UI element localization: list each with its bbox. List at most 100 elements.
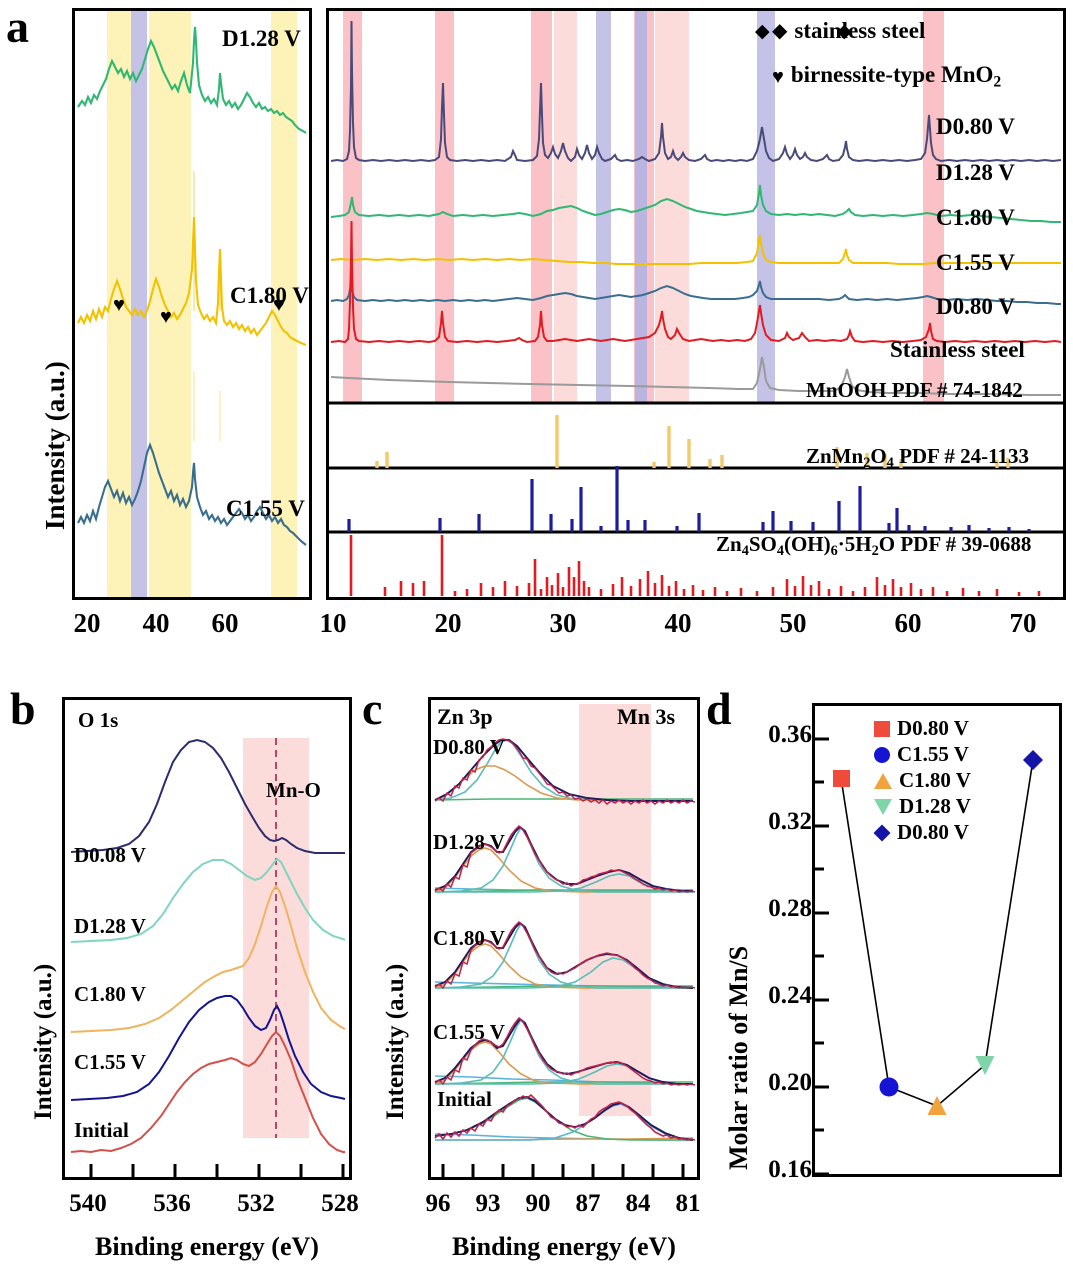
panel-a-main-svg: ◆ ◆ <box>329 11 1063 596</box>
panel-c-ylabel: Intensity (a.u.) <box>382 963 409 1120</box>
panel-d-letter: d <box>706 683 732 734</box>
legend-label-birnessite: birnessite-type MnO2 <box>790 62 1002 91</box>
circle-marker-icon <box>874 746 890 763</box>
panel-c-c180-green <box>434 985 693 989</box>
xrd-xtick-50: 50 <box>779 608 807 638</box>
triangle-up-marker-icon <box>874 772 892 789</box>
band-purple-1 <box>596 11 611 403</box>
panel-a-inset-plot: ♥ ♥ ♥ <box>72 8 312 600</box>
panel-d-ylabel: Molar ratio of Mn/S <box>724 945 753 1170</box>
panel-d-marker-diamond <box>1023 750 1043 770</box>
xrd-label-c155: C1.55 V <box>936 250 1015 275</box>
diamond-marker-icon <box>873 824 891 841</box>
panel-b-xlabel: Binding energy (eV) <box>95 1232 319 1261</box>
diamond-icon: ◆ <box>772 20 788 42</box>
panel-c-row-d128 <box>434 824 696 893</box>
panel-b-curve-c180 <box>70 884 346 1033</box>
xrd-xtick-60: 60 <box>894 608 922 638</box>
panel-b-xtick-536: 536 <box>153 1190 191 1217</box>
pdf-sticks-mnooh <box>375 415 1010 468</box>
panel-d-legend-label-4: D0.80 V <box>897 820 969 844</box>
xrd-label-c180: C1.80 V <box>936 205 1015 230</box>
panel-d-legend-item-3: D1.28 V <box>874 794 971 819</box>
xrd-xtick-10: 10 <box>319 608 347 638</box>
legend-item-stainless-steel: ◆ stainless steel <box>772 18 1001 44</box>
pdf-label-mnooh: MnOOH PDF # 74-1842 <box>806 378 1023 402</box>
panel-c-row-initial <box>434 1093 696 1141</box>
panel-b-ylabel: Intensity (a.u.) <box>30 963 57 1120</box>
panel-c-xtick-96: 96 <box>425 1190 451 1217</box>
xrd-xtick-70: 70 <box>1009 608 1037 638</box>
panel-c-xtick-81: 81 <box>675 1190 701 1217</box>
inset-curve-c180 <box>77 216 307 346</box>
xrd-xtick-20: 20 <box>434 608 462 638</box>
panel-d-marker-circle <box>879 1077 899 1097</box>
xrd-label-d128: D1.28 V <box>936 160 1015 185</box>
heart-marker-3: ♥ <box>273 294 285 316</box>
inset-band-purple <box>131 11 147 597</box>
inset-label-c180: C1.80 V <box>230 283 309 308</box>
panel-b-curve-d128 <box>70 857 346 943</box>
panel-c-xtick-84: 84 <box>625 1190 651 1217</box>
panel-d-legend: D0.80 V C1.55 V C1.80 V D1.28 V D0.80 V <box>873 716 971 846</box>
xrd-curve-d128 <box>330 184 1061 223</box>
band-purple-2 <box>635 11 647 403</box>
heart-icon: ♥ <box>772 65 784 88</box>
xrd-xtick-30: 30 <box>549 608 577 638</box>
panel-c-row-c155 <box>434 1016 696 1086</box>
panel-a-letter: a <box>6 1 29 52</box>
panel-d-legend-label-3: D1.28 V <box>899 794 971 818</box>
panel-d-ytick-024: 0.24 <box>768 982 812 1009</box>
panel-d-legend-label-1: C1.55 V <box>897 742 969 766</box>
panel-c-xtick-90: 90 <box>525 1190 551 1217</box>
panel-c-d080-baseline <box>434 798 693 801</box>
inset-xtick-60: 60 <box>211 608 239 638</box>
panel-d-marker-square <box>833 770 850 787</box>
panel-d-legend-label-0: D0.80 V <box>897 716 969 740</box>
panel-d-ytick-036: 0.36 <box>768 721 812 748</box>
panel-c-row-c180 <box>434 920 696 990</box>
inset-curve-c155 <box>77 442 307 546</box>
pdf-label-zhs: Zn4SO4(OH)6·5H2O PDF # 39-0688 <box>716 532 1032 559</box>
panel-c-xtick-87: 87 <box>575 1190 601 1217</box>
panel-d-plot <box>812 703 1062 1177</box>
panel-a-ylabel: Intensity (a.u.) <box>40 361 70 530</box>
panel-c-d128-envelope <box>434 825 693 892</box>
inset-xtick-40: 40 <box>142 608 170 638</box>
panel-d-ytick-028: 0.28 <box>768 895 812 922</box>
panel-d-legend-item-4: D0.80 V <box>873 820 971 845</box>
diamond-marker-1: ◆ <box>755 21 770 42</box>
panel-b-curve-d008 <box>70 738 345 854</box>
panel-c-c180-peak1 <box>434 943 693 989</box>
panel-b-svg <box>70 738 346 1177</box>
panel-c-title-zn3p: Zn 3p <box>437 704 493 729</box>
panel-c-xticks <box>441 1164 685 1177</box>
panel-b-xtick-528: 528 <box>321 1190 359 1217</box>
panel-b-xticks <box>89 1164 345 1177</box>
panel-d-marker-triangle-down <box>975 1056 995 1075</box>
panel-c-c155-peak1 <box>434 1041 693 1085</box>
panel-d-ytick-016: 0.16 <box>768 1156 812 1183</box>
panel-b-label-c180: C1.80 V <box>74 982 146 1006</box>
triangle-down-marker-icon <box>874 798 892 815</box>
panel-a-main-plot: ◆ ◆ <box>326 8 1066 600</box>
xrd-curve-d080-red <box>330 220 1062 344</box>
inset-label-c155: C1.55 V <box>226 496 305 521</box>
panel-c-xlabel: Binding energy (eV) <box>452 1232 676 1261</box>
panel-d-legend-label-2: C1.80 V <box>899 768 971 792</box>
xrd-curve-stainless <box>330 356 1061 396</box>
inset-label-d128: D1.28 V <box>222 26 301 51</box>
panel-c-band-mn3s <box>579 704 651 1116</box>
panel-c-svg <box>434 704 696 1177</box>
square-marker-icon <box>874 720 890 737</box>
panel-c-c155-baseline <box>434 1075 694 1085</box>
xrd-label-d080-red: D0.80 V <box>936 294 1015 319</box>
panel-c-row-d080 <box>434 738 696 805</box>
panel-d-marker-triangle-up <box>927 1096 947 1115</box>
panel-b-label-d008: D0.08 V <box>74 843 146 867</box>
heart-marker-1: ♥ <box>113 294 125 316</box>
panel-a-legend: ◆ stainless steel ♥ birnessite-type MnO2 <box>772 18 1001 92</box>
panel-b-curve-c155 <box>70 995 346 1101</box>
panel-c-initial-raw <box>434 1093 696 1141</box>
panel-c-label-d128: D1.28 V <box>433 830 505 854</box>
